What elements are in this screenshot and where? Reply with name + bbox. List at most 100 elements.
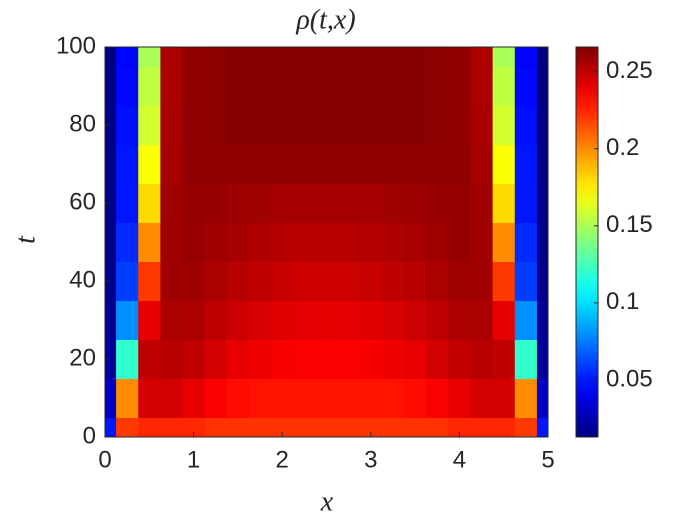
heatmap-cell <box>426 378 449 418</box>
heatmap-cell <box>105 222 117 262</box>
heatmap-cell <box>404 222 427 262</box>
heatmap-cell <box>448 300 471 340</box>
heatmap-cell <box>337 66 361 106</box>
heatmap-cell <box>315 105 339 145</box>
heatmap-cell <box>138 47 161 67</box>
heatmap-cell <box>514 183 538 223</box>
heatmap-cell <box>337 183 361 223</box>
heatmap-cell <box>138 261 161 301</box>
heatmap-cell <box>248 66 272 106</box>
heatmap-cell <box>271 144 294 184</box>
heatmap-cell <box>204 105 228 145</box>
heatmap-cell <box>226 378 250 418</box>
heatmap-cell <box>470 66 494 106</box>
heatmap-cell <box>138 378 161 418</box>
heatmap-cell <box>182 66 206 106</box>
heatmap-cell <box>182 47 206 67</box>
heatmap-cell <box>160 144 184 184</box>
heatmap-cell <box>315 144 339 184</box>
heatmap-cell <box>271 261 294 301</box>
heatmap-cell <box>492 144 516 184</box>
heatmap-cell <box>381 105 405 145</box>
heatmap-cell <box>293 47 316 67</box>
heatmap-cell <box>226 66 250 106</box>
heatmap-cell <box>337 222 361 262</box>
heatmap-cell <box>359 417 383 438</box>
heatmap-cell <box>204 183 228 223</box>
heatmap-cell <box>315 339 339 379</box>
y-tick-label: 0 <box>83 422 96 449</box>
heatmap-cell <box>271 47 294 67</box>
heatmap-cell <box>404 105 427 145</box>
heatmap-cell <box>359 105 383 145</box>
heatmap-cell <box>204 261 228 301</box>
heatmap-cell <box>116 339 139 379</box>
heatmap-cell <box>337 47 361 67</box>
heatmap-cell <box>470 144 494 184</box>
heatmap-cell <box>337 144 361 184</box>
heatmap-cell <box>160 105 184 145</box>
heatmap-cell <box>293 105 316 145</box>
heatmap-cell <box>182 378 206 418</box>
heatmap-cell <box>359 261 383 301</box>
heatmap-cell <box>536 378 549 418</box>
heatmap-cell <box>381 66 405 106</box>
heatmap-cell <box>271 300 294 340</box>
heatmap-cell <box>138 66 161 106</box>
heatmap-cell <box>381 222 405 262</box>
heatmap-cell <box>271 183 294 223</box>
heatmap-cell <box>426 66 449 106</box>
heatmap-cell <box>426 222 449 262</box>
y-tick-label: 40 <box>69 266 96 293</box>
heatmap-cell <box>160 66 184 106</box>
heatmap-cell <box>514 339 538 379</box>
heatmap-cell <box>315 417 339 438</box>
heatmap-cell <box>293 261 316 301</box>
heatmap-cell <box>448 378 471 418</box>
heatmap-cell <box>315 47 339 67</box>
heatmap-cell <box>381 183 405 223</box>
heatmap-cell <box>315 261 339 301</box>
heatmap-cell <box>248 183 272 223</box>
heatmap-cell <box>492 47 516 67</box>
y-tick-label: 60 <box>69 188 96 215</box>
heatmap-cell <box>204 222 228 262</box>
heatmap-cell <box>226 261 250 301</box>
heatmap-cell <box>448 261 471 301</box>
heatmap-cell <box>138 339 161 379</box>
heatmap-cell <box>426 144 449 184</box>
heatmap-cell <box>359 66 383 106</box>
heatmap-cell <box>248 144 272 184</box>
heatmap-cell <box>116 47 139 67</box>
heatmap-cell <box>514 300 538 340</box>
heatmap-cell <box>426 105 449 145</box>
heatmap-cell <box>359 144 383 184</box>
heatmap-cell <box>182 417 206 438</box>
heatmap-cell <box>426 261 449 301</box>
x-axis-label: x <box>320 486 334 517</box>
heatmap-cell <box>116 183 139 223</box>
heatmap-cell <box>426 183 449 223</box>
heatmap-cell <box>337 105 361 145</box>
heatmap-cell <box>105 183 117 223</box>
heatmap-cell <box>204 417 228 438</box>
heatmap-cell <box>293 339 316 379</box>
heatmap-cell <box>293 378 316 418</box>
heatmap-cell <box>226 339 250 379</box>
heatmap-cell <box>116 378 139 418</box>
heatmap-cell <box>293 222 316 262</box>
heatmap-cell <box>359 339 383 379</box>
heatmap-cell <box>182 300 206 340</box>
y-tick-label: 20 <box>69 344 96 371</box>
heatmap-cell <box>293 417 316 438</box>
heatmap-cell <box>204 378 228 418</box>
heatmap-cell <box>381 144 405 184</box>
heatmap-cell <box>116 300 139 340</box>
heatmap-cell <box>315 183 339 223</box>
heatmap-cell <box>226 183 250 223</box>
heatmap-cell <box>204 144 228 184</box>
heatmap-cell <box>271 222 294 262</box>
heatmap-cell <box>337 261 361 301</box>
heatmap-cell <box>514 144 538 184</box>
